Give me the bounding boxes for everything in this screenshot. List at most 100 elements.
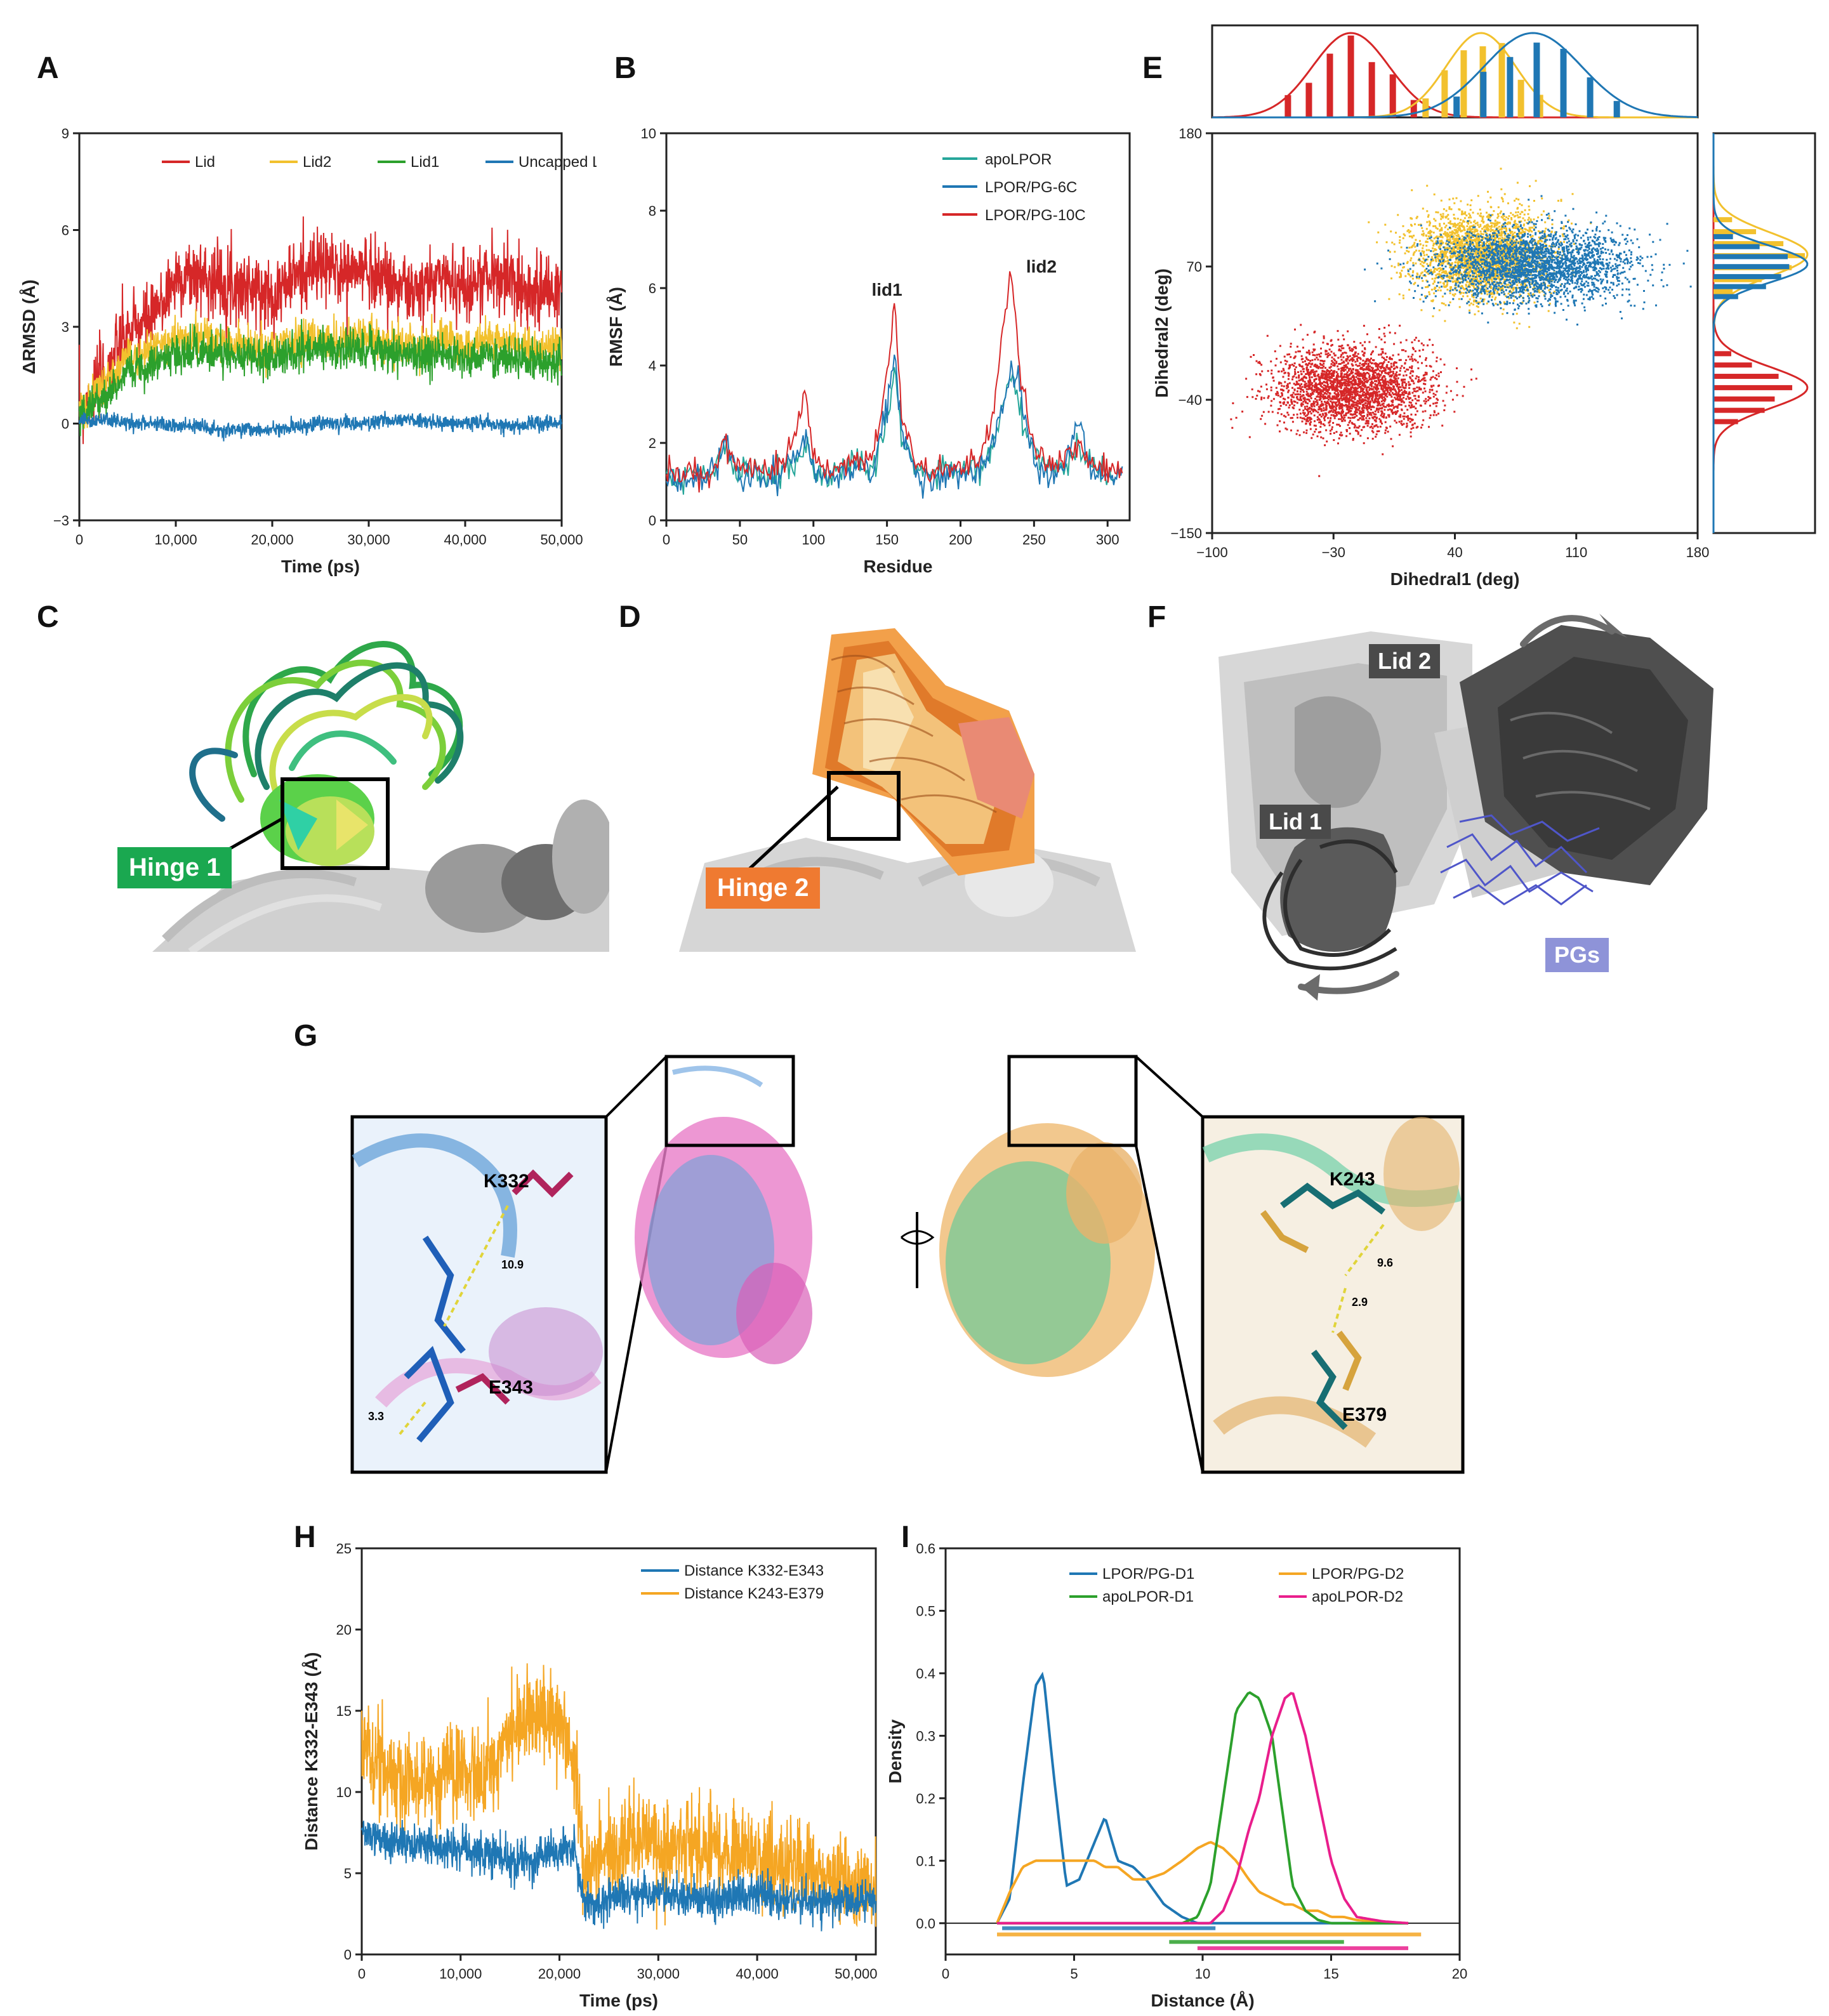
right-histogram-bar: [1713, 396, 1775, 402]
top-histogram-bar: [1460, 50, 1467, 117]
top-histogram-bar: [1389, 74, 1396, 117]
y-axis-label: ΔRMSD (Å): [19, 279, 39, 374]
right-density-curve: [1712, 133, 1809, 533]
y-tick-label: 3: [62, 319, 69, 335]
y-tick-label: 0: [649, 513, 656, 529]
x-tick-label: 250: [1022, 532, 1046, 548]
distance-10-9: 10.9: [501, 1258, 524, 1271]
y-tick-label: 6: [649, 280, 656, 296]
right-zoom-panel: [1201, 1115, 1465, 1474]
right-density-curve: [1712, 133, 1809, 533]
right-histogram-bar: [1713, 273, 1781, 279]
y-tick-label: 70: [1187, 259, 1202, 275]
pg-ligands: [1440, 814, 1600, 906]
y-axis-label: Dihedral2 (deg): [1152, 268, 1172, 398]
x-tick-label: 0: [942, 1966, 949, 1982]
panel-label-f: F: [1147, 600, 1166, 634]
structure-f-lids: [1218, 614, 1713, 1001]
right-histogram-bar: [1713, 284, 1766, 289]
panel-label-c: C: [37, 600, 59, 634]
hinge2-label: Hinge 2: [706, 867, 821, 909]
x-tick-label: 150: [875, 532, 899, 548]
pgs-label: PGs: [1545, 938, 1609, 972]
helix-bundle: [812, 628, 1034, 876]
top-histogram-bar: [1587, 77, 1594, 117]
rotation-symbol: [901, 1212, 935, 1288]
right-histogram-bar: [1713, 229, 1757, 235]
x-tick-label: 40,000: [736, 1966, 778, 1982]
legend-label: LPOR/PG-D2: [1312, 1565, 1404, 1583]
x-tick-label: 40,000: [444, 532, 486, 548]
lid2-domain: [1460, 625, 1713, 885]
y-axis-label: Density: [888, 1719, 905, 1784]
legend-label: apoLPOR: [985, 151, 1052, 168]
right-histogram-bar: [1713, 385, 1793, 390]
right-histogram-bar: [1713, 407, 1765, 413]
hinge-box: [827, 771, 901, 841]
y-tick-label: 0.1: [916, 1853, 935, 1869]
panel-label-a: A: [37, 51, 59, 85]
right-histogram-bar: [1713, 217, 1733, 223]
panel-label-d: D: [619, 600, 641, 634]
right-histogram-bar: [1713, 244, 1760, 249]
scatter-points: [1230, 168, 1692, 477]
y-tick-label: 4: [649, 358, 656, 374]
chart-a: 0 10,000 20,000 30,000 40,000 50,000 −3 0 3 6 9 Tim…: [19, 126, 597, 576]
top-histogram-bar: [1536, 95, 1543, 117]
hinge-box: [281, 777, 390, 870]
x-tick-label: 10,000: [439, 1966, 482, 1982]
hinge1-label: Hinge 1: [117, 847, 232, 888]
right-marginal-frame: [1712, 132, 1816, 534]
x-tick-label: 20,000: [251, 532, 293, 548]
residue-e379: E379: [1342, 1404, 1387, 1425]
rug-strip: [1169, 1940, 1344, 1944]
y-tick-label: 5: [344, 1866, 352, 1881]
y-tick-label: 180: [1179, 126, 1202, 142]
x-axis-label: Time (ps): [579, 1991, 658, 2010]
y-tick-label: 2: [649, 435, 656, 451]
distance-2-9: 2.9: [1352, 1296, 1368, 1308]
y-tick-label: 0: [62, 416, 69, 432]
x-tick-label: 0: [76, 532, 83, 548]
right-histogram-bar: [1713, 294, 1738, 300]
top-histogram-bar: [1368, 62, 1375, 117]
right-density-curve: [1712, 133, 1809, 533]
x-tick-label: 30,000: [347, 532, 390, 548]
x-tick-label: 300: [1096, 532, 1119, 548]
rug-strip: [1002, 1926, 1216, 1930]
top-histogram-bar: [1560, 48, 1567, 117]
x-tick-label: 20: [1452, 1966, 1467, 1982]
x-tick-label: 200: [949, 532, 972, 548]
lid2-label: Lid 2: [1369, 644, 1441, 678]
top-histogram-bar: [1533, 43, 1540, 117]
scatter-cluster: [1230, 324, 1477, 477]
y-tick-label: 8: [649, 203, 656, 219]
background-helices: [152, 800, 609, 952]
legend-label: LPOR/PG-6C: [985, 179, 1077, 196]
legend-label: LPOR/PG-D1: [1102, 1565, 1194, 1583]
right-histogram-bar: [1713, 277, 1762, 282]
panel-label-g: G: [294, 1019, 318, 1053]
x-tick-label: 40: [1447, 544, 1462, 560]
top-histogram-bar: [1498, 43, 1505, 117]
density-curve-lpor-pg-d1: [996, 1671, 1408, 1925]
y-tick-label: 0.0: [916, 1916, 935, 1932]
y-tick-label: 0: [344, 1947, 352, 1963]
residue-e343: E343: [489, 1377, 534, 1398]
legend-label: apoLPOR-D2: [1312, 1588, 1403, 1605]
series-line-apolpor: [666, 367, 1123, 495]
right-histogram-bar: [1713, 264, 1790, 270]
chart-i: 0 5 10 15 20 0.0 0.1 0.2 0.3 0.4 0.5 0.6 Distance (Å…: [888, 1541, 1467, 2010]
plot-frame: [944, 1547, 1461, 1956]
right-histogram-bar: [1713, 234, 1733, 239]
x-tick-label: 0: [663, 532, 670, 548]
legend-label: apoLPOR-D1: [1102, 1588, 1194, 1605]
x-tick-label: 50: [732, 532, 748, 548]
structure-d-hinge2: [679, 628, 1136, 952]
y-tick-label: 25: [336, 1541, 352, 1557]
legend-label: LPOR/PG-10C: [985, 207, 1086, 224]
right-histogram-bar: [1713, 241, 1784, 247]
distance-9-6: 9.6: [1377, 1256, 1394, 1269]
right-histogram-bar: [1713, 254, 1788, 260]
residue-k243: K243: [1330, 1169, 1375, 1190]
